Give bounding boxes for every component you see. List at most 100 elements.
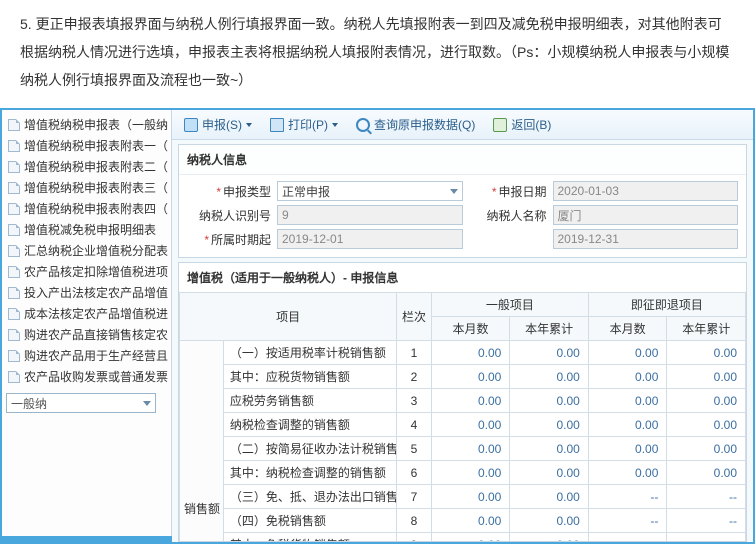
tree-item[interactable]: 农产品收购发票或普通发票 [6,366,171,387]
document-icon [8,350,20,362]
tree-item-label: 增值税纳税申报表附表四（ [24,200,168,217]
sidebar-dropdown-text: 一般纳 [11,395,47,412]
tree-item[interactable]: 汇总纳税企业增值税分配表 [6,240,171,261]
row-group-label: 销售额 [180,341,224,543]
document-icon [8,329,20,341]
tree-item[interactable]: 购进农产品直接销售核定农 [6,324,171,345]
print-button[interactable]: 打印(P) [270,116,338,133]
query-button[interactable]: 查询原申报数据(Q) [356,116,475,133]
cell-value[interactable]: 0.00 [588,413,667,437]
cell-value[interactable]: -- [667,509,746,533]
row-col-index: 8 [397,509,432,533]
tree-item[interactable]: 增值税纳税申报表附表一（ [6,135,171,156]
app-window: 增值税纳税申报表（一般纳增值税纳税申报表附表一（ 增值税纳税申报表附表二（ 增值税纳… [0,108,755,544]
tree-item[interactable]: 购进农产品用于生产经营且 [6,345,171,366]
cell-value[interactable]: 0.00 [510,437,589,461]
tree-item-label: 汇总纳税企业增值税分配表 [24,242,168,259]
cell-value[interactable]: -- [667,485,746,509]
th-col: 栏次 [397,293,432,341]
tree-item[interactable]: 增值税纳税申报表附表四（ [6,198,171,219]
cell-value[interactable]: 0.00 [588,461,667,485]
document-icon [8,119,20,131]
cell-value[interactable]: -- [667,533,746,543]
label-name: 纳税人名称 [463,207,553,224]
label-date: *申报日期 [463,183,553,200]
row-col-index: 2 [397,365,432,389]
vat-section-title: 增值税（适用于一般纳税人）- 申报信息 [179,263,746,292]
cell-value[interactable]: 0.00 [667,437,746,461]
tree-item-label: 购进农产品直接销售核定农 [24,326,168,343]
row-col-index: 1 [397,341,432,365]
cell-value[interactable]: 0.00 [510,509,589,533]
cell-value[interactable]: 0.00 [667,413,746,437]
tree-item-label: 增值税纳税申报表附表一（ [24,137,168,154]
cell-value[interactable]: 0.00 [588,365,667,389]
cell-value[interactable]: 0.00 [667,389,746,413]
cell-value[interactable]: 0.00 [431,509,510,533]
cell-value[interactable]: 0.00 [667,365,746,389]
submit-button[interactable]: 申报(S) [184,116,252,133]
label-period-from: *所属时期起 [187,231,277,248]
tree-item[interactable]: 增值税减免税申报明细表 [6,219,171,240]
tree-item[interactable]: 投入产出法核定农产品增值 [6,282,171,303]
row-label: 其中：纳税检查调整的销售额 [223,461,396,485]
cell-value[interactable]: 0.00 [431,389,510,413]
table-row: （三）免、抵、退办法出口销售额70.000.00---- [180,485,746,509]
table-row: （二）按简易征收办法计税销售额50.000.000.000.00 [180,437,746,461]
field-date: 2020-01-03 [553,181,739,201]
cell-value[interactable]: 0.00 [431,533,510,543]
back-button[interactable]: 返回(B) [493,116,551,133]
table-row: 其中：纳税检查调整的销售额60.000.000.000.00 [180,461,746,485]
cell-value[interactable]: 0.00 [431,365,510,389]
tree-item[interactable]: 增值税纳税申报表附表三（ [6,177,171,198]
cell-value[interactable]: 0.00 [431,485,510,509]
cell-value[interactable]: 0.00 [510,365,589,389]
row-label: 纳税检查调整的销售额 [223,413,396,437]
row-label: （二）按简易征收办法计税销售额 [223,437,396,461]
tree-item-label: 农产品核定扣除增值税进项 [24,263,168,280]
print-icon [270,118,284,132]
row-col-index: 3 [397,389,432,413]
cell-value[interactable]: 0.00 [667,461,746,485]
cell-value[interactable]: -- [588,485,667,509]
row-label: （一）按适用税率计税销售额 [223,341,396,365]
cell-value[interactable]: -- [588,509,667,533]
search-icon [356,118,370,132]
chevron-down-icon [246,123,252,127]
document-icon [8,371,20,383]
tree-item[interactable]: 增值税纳税申报表附表二（ [6,156,171,177]
cell-value[interactable]: 0.00 [510,533,589,543]
sidebar: 增值税纳税申报表（一般纳增值税纳税申报表附表一（ 增值税纳税申报表附表二（ 增值税纳… [2,110,172,542]
document-icon [8,245,20,257]
table-row: 销售额（一）按适用税率计税销售额10.000.000.000.00 [180,341,746,365]
instruction-paragraph: 5. 更正申报表填报界面与纳税人例行填报界面一致。纳税人先填报附表一到四及减免税… [0,0,755,108]
cell-value[interactable]: 0.00 [510,389,589,413]
document-icon [8,182,20,194]
table-row: 应税劳务销售额30.000.000.000.00 [180,389,746,413]
cell-value[interactable]: 0.00 [431,461,510,485]
row-label: （三）免、抵、退办法出口销售额 [223,485,396,509]
field-type[interactable]: 正常申报 [277,181,463,201]
cell-value[interactable]: 0.00 [431,437,510,461]
cell-value[interactable]: 0.00 [431,413,510,437]
cell-value[interactable]: 0.00 [588,341,667,365]
field-period-to: 2019-12-31 [553,229,739,249]
cell-value[interactable]: 0.00 [510,485,589,509]
cell-value[interactable]: 0.00 [588,389,667,413]
tree-item[interactable]: 成本法核定农产品增值税进 [6,303,171,324]
tree-item[interactable]: 增值税纳税申报表（一般纳 [6,114,171,135]
cell-value[interactable]: 0.00 [510,341,589,365]
cell-value[interactable]: 0.00 [667,341,746,365]
tree-item-label: 增值税纳税申报表附表三（ [24,179,168,196]
cell-value[interactable]: 0.00 [431,341,510,365]
table-row: 其中：应税货物销售额20.000.000.000.00 [180,365,746,389]
tree-item[interactable]: 农产品核定扣除增值税进项 [6,261,171,282]
cell-value[interactable]: 0.00 [510,413,589,437]
cell-value[interactable]: 0.00 [588,437,667,461]
cell-value[interactable]: 0.00 [510,461,589,485]
cell-value[interactable]: -- [588,533,667,543]
sidebar-dropdown[interactable]: 一般纳 [6,393,156,413]
vat-section: 增值税（适用于一般纳税人）- 申报信息 项目 栏次 一般项目 即征即退项目 本月… [178,262,747,542]
th-group1: 一般项目 [431,293,588,317]
row-col-index: 9 [397,533,432,543]
